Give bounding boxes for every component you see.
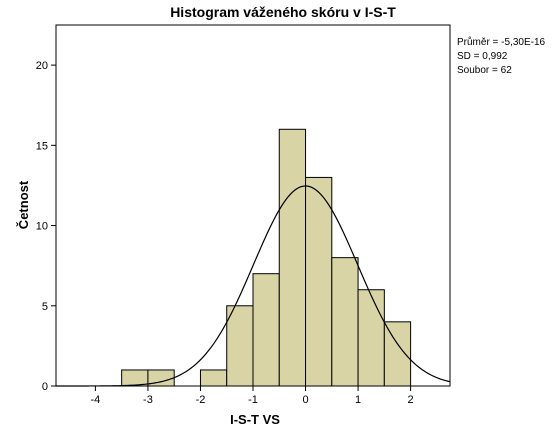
y-tick-label: 10 [36, 221, 48, 233]
x-axis-label: I-S-T VS [230, 412, 280, 427]
y-tick-label: 5 [42, 301, 48, 313]
histogram-bar [357, 289, 385, 387]
stats-mean: Průměr = -5,30E-16 [457, 36, 546, 48]
x-axis-ticks: -4 -3 -2 -1 0 1 2 [91, 386, 414, 406]
x-tick-label: 1 [355, 394, 361, 406]
normal-curve [56, 185, 451, 387]
y-tick-label: 20 [36, 60, 48, 72]
x-tick-label: -4 [91, 394, 101, 406]
histogram-bar [331, 257, 359, 387]
y-tick-label: 0 [42, 381, 48, 393]
x-tick-label: -1 [248, 394, 258, 406]
y-axis-label: Četnost [16, 180, 31, 229]
histogram-bar [226, 305, 254, 387]
x-tick-label: -2 [196, 394, 206, 406]
histogram-bar [121, 369, 149, 387]
x-tick-label: 2 [408, 394, 414, 406]
histogram-bar [252, 273, 280, 387]
histogram-bar [278, 128, 307, 387]
histogram-bars [121, 128, 412, 387]
stats-n: Soubor = 62 [457, 65, 512, 76]
y-axis-ticks: 0 5 10 15 20 [36, 60, 56, 393]
histogram-bar [305, 176, 333, 387]
histogram-bar [199, 369, 228, 387]
y-tick-label: 15 [36, 140, 48, 152]
chart-title: Histogram váženého skóru v I-S-T [170, 4, 396, 20]
x-tick-label: -3 [143, 394, 153, 406]
x-tick-label: 0 [302, 394, 308, 406]
histogram-bar [383, 321, 412, 387]
stats-sd: SD = 0,992 [457, 51, 508, 62]
